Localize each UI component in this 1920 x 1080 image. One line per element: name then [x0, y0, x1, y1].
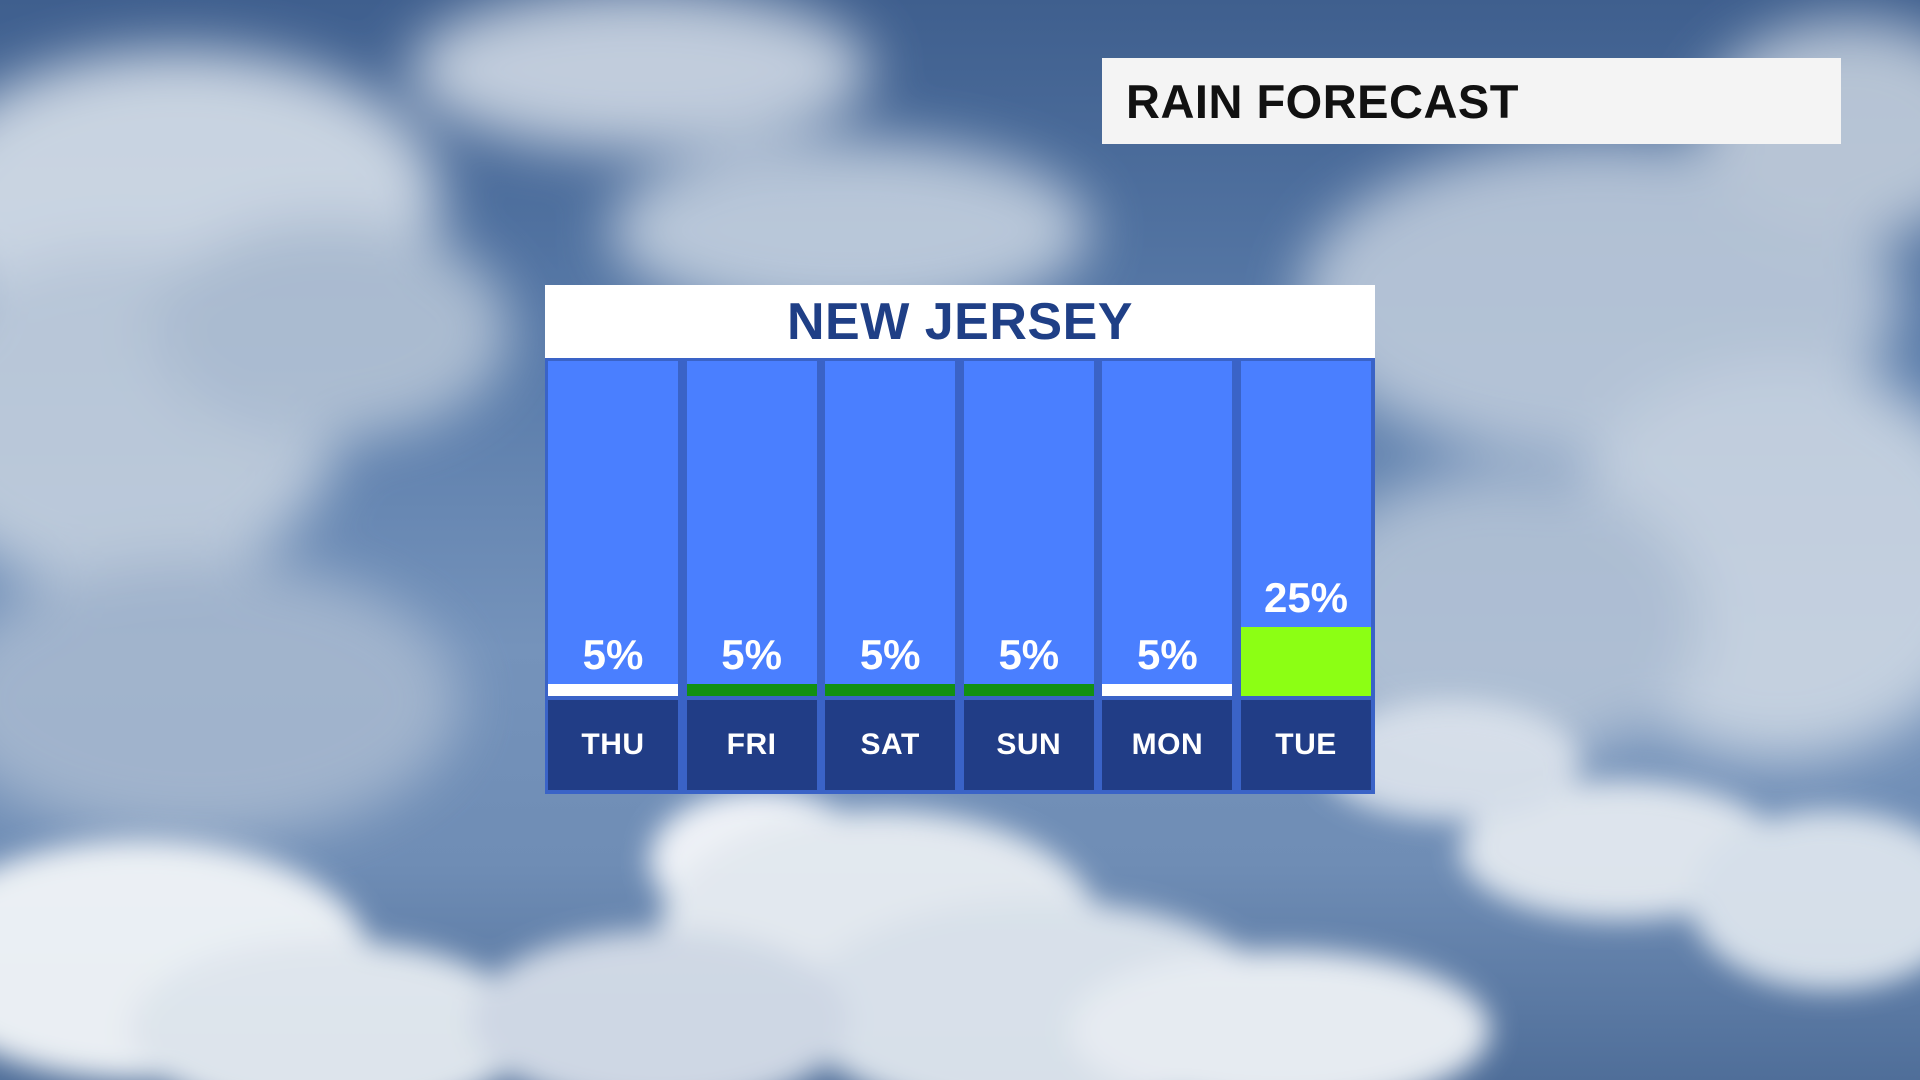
rain-forecast-title-box: RAIN FORECAST [1102, 58, 1841, 144]
column-background [825, 361, 956, 696]
column-background [963, 361, 1094, 696]
forecast-column-fri: 5% FRI [686, 361, 817, 790]
rain-percent-label: 5% [582, 631, 644, 678]
day-label: FRI [726, 728, 777, 761]
rain-bar-thu [548, 684, 678, 696]
forecast-column-mon: 5% MON [1102, 361, 1233, 790]
forecast-column-sat: 5% SAT [825, 361, 956, 790]
rain-percent-label: 5% [721, 631, 782, 678]
day-label: MON [1131, 728, 1204, 761]
column-background [548, 361, 678, 696]
column-background [1102, 361, 1233, 696]
day-label-box: MON [1102, 700, 1233, 790]
rain-percent-label: 5% [859, 631, 921, 678]
day-label-box: FRI [686, 700, 817, 790]
forecast-column-sun: 5% SUN [963, 361, 1094, 790]
day-label: THU [581, 728, 645, 761]
day-label-box: TUE [1241, 700, 1371, 790]
rain-bar-fri [686, 684, 817, 696]
rain-bar-sun [963, 684, 1094, 696]
rain-percent-label: 5% [998, 631, 1060, 678]
rain-percent-label: 5% [1137, 631, 1198, 678]
rain-bar-tue [1241, 627, 1371, 696]
forecast-column-tue: 25% TUE [1241, 361, 1371, 790]
rain-bar-mon [1102, 684, 1233, 696]
forecast-panel: NEW JERSEY 5% THU 5% FRI 5% SAT 5% SUN 5% MON 25% T… [545, 285, 1375, 794]
column-background [686, 361, 817, 696]
panel-header: NEW JERSEY [545, 285, 1375, 358]
day-label: TUE [1275, 728, 1337, 761]
day-label-box: SUN [963, 700, 1094, 790]
rain-forecast-title: RAIN FORECAST [1126, 74, 1519, 128]
day-label: SUN [996, 728, 1062, 761]
day-label: SAT [860, 728, 920, 761]
rain-percent-label: 25% [1263, 574, 1349, 621]
forecast-columns: 5% THU 5% FRI 5% SAT 5% SUN 5% MON 25% TUE [545, 358, 1375, 794]
region-title: NEW JERSEY [787, 292, 1133, 351]
rain-bar-sat [825, 684, 956, 696]
day-label-box: THU [548, 700, 678, 790]
forecast-column-thu: 5% THU [548, 361, 678, 790]
day-label-box: SAT [825, 700, 956, 790]
